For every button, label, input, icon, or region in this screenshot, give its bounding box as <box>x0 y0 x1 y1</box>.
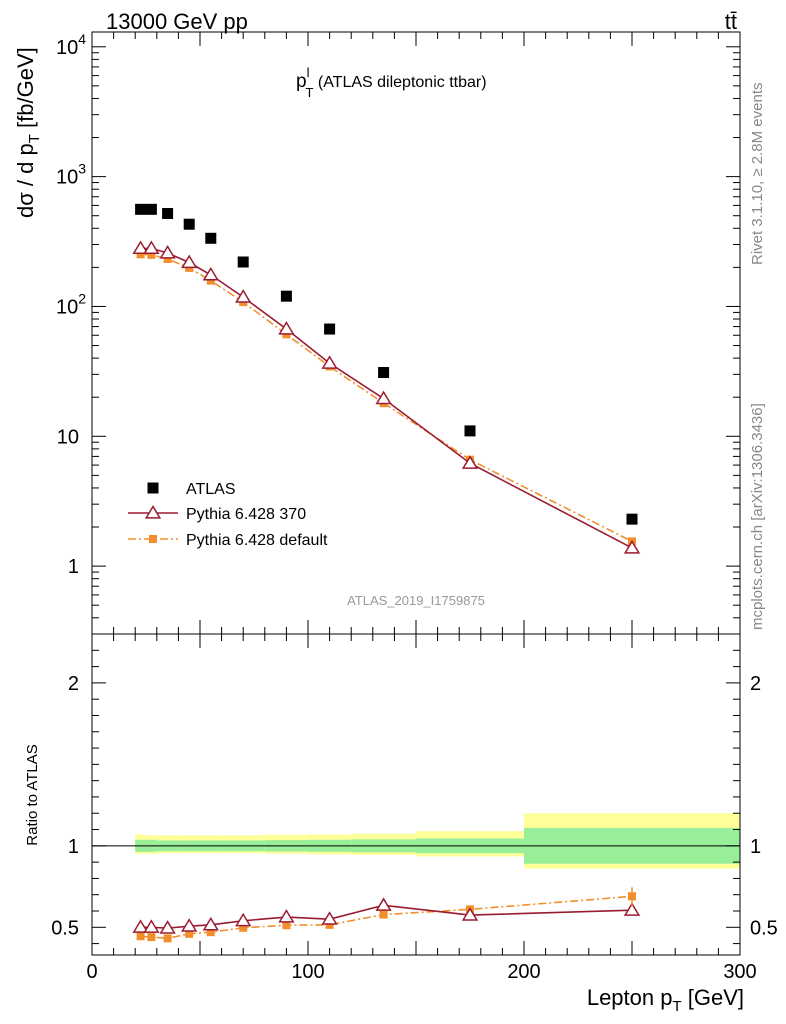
atlas-data-point <box>324 323 336 335</box>
legend-marker <box>149 535 157 543</box>
main-y-label-a: dσ / d p <box>13 143 38 218</box>
pythia-default-point <box>163 255 172 264</box>
pythia-370-point <box>132 240 149 255</box>
x-axis-label: Lepton pT [GeV] <box>587 985 744 1015</box>
ratio-y-axis-label: Ratio to ATLAS <box>24 744 41 845</box>
atlas-data-point <box>205 232 217 244</box>
ratio-pythia-default-point <box>239 923 248 932</box>
legend-marker <box>147 482 159 494</box>
main-y-tick-label: 10 <box>57 426 79 448</box>
pythia-370-point <box>235 289 252 303</box>
main-y-tick-label: 1 <box>68 556 79 578</box>
x-tick-label: 0 <box>86 961 97 983</box>
pythia-370-point <box>623 539 641 554</box>
ratio-x-tick-labels: 0 100 200 300 <box>86 961 756 983</box>
main-title-sup: l <box>307 65 310 80</box>
rivet-label: Rivet 3.1.10, ≥ 2.8M events <box>749 83 766 266</box>
ratio-pythia-370-point <box>623 902 641 916</box>
main-title-rest: (ATLAS dileptonic ttbar) <box>313 74 486 91</box>
ratio-pythia-370-point <box>321 911 338 925</box>
ratio-y-tick-label: 0.5 <box>51 917 79 939</box>
atlas-data-point <box>378 366 390 378</box>
ratio-pythia-370-point <box>202 916 219 931</box>
ratio-pythia-default-point <box>379 910 388 919</box>
ratio-y-tick-label-right: 0.5 <box>750 917 778 939</box>
legend-marker <box>144 505 162 519</box>
atlas-data-point <box>626 513 638 525</box>
main-plot-area <box>132 203 641 554</box>
ratio-pythia-370-point <box>132 919 149 933</box>
ratio-pythia-default-point <box>147 933 156 942</box>
legend-label: Pythia 6.428 default <box>186 532 328 549</box>
pythia-370-point <box>143 240 160 255</box>
atlas-data-point <box>135 203 147 215</box>
pythia-default-point <box>147 250 156 259</box>
ratio-y-tick-label-right: 1 <box>750 836 761 858</box>
ratio-y-tick-label: 1 <box>68 836 79 858</box>
x-tick-label: 300 <box>723 961 756 983</box>
ratio-pythia-370-point <box>181 918 198 932</box>
ratio-pythia-default-point <box>136 932 145 941</box>
pythia-370-point <box>461 455 479 469</box>
header-right: tt̄ <box>725 9 737 34</box>
ratio-pythia-370-point <box>143 919 160 933</box>
ratio-pythia-370-point <box>461 907 479 921</box>
main-title-sub: T <box>305 85 313 100</box>
ratio-pythia-370-point <box>235 912 252 927</box>
x-label-a: Lepton p <box>587 985 673 1010</box>
main-y-tick-labels: 1 10 102 103 104 <box>56 31 86 578</box>
main-y-label-rest: [fb/GeV] <box>13 47 38 134</box>
pythia-370-point <box>321 355 338 369</box>
x-label-sub: T <box>672 998 681 1015</box>
atlas-data-point <box>145 203 157 215</box>
atlas-data-point <box>162 207 174 219</box>
ratio-y-tick-label: 2 <box>68 673 79 695</box>
atlas-data-point <box>280 290 292 302</box>
x-tick-label: 200 <box>507 961 540 983</box>
ratio-pythia-default-point <box>185 929 194 938</box>
ratio-pythia-default-point <box>163 934 172 943</box>
legend: ATLAS Pythia 6.428 370 Pythia 6.428 defaul… <box>128 481 328 549</box>
ratio-pythia-370-point <box>159 920 176 934</box>
ratio-ticks <box>91 634 741 955</box>
x-label-rest: [GeV] <box>682 985 744 1010</box>
legend-label: Pythia 6.428 370 <box>186 506 306 523</box>
pythia-370-point <box>159 245 176 259</box>
ratio-pythia-default-point <box>325 920 334 929</box>
mcplots-label: mcplots.cern.ch [arXiv:1306.3436] <box>749 403 766 630</box>
ratio-panel: 0.5 0.5 1 1 2 2 0 100 200 300 Ratio to ATLAS Lep… <box>24 633 778 1015</box>
ratio-plot-area <box>92 813 740 943</box>
ratio-pythia-default-point <box>282 921 291 930</box>
pythia-370-point <box>181 254 198 269</box>
main-y-tick-label: 104 <box>56 31 86 59</box>
pythia-default-point <box>136 250 145 259</box>
pythia-370-point <box>202 266 219 281</box>
ratio-y-tick-label-right: 2 <box>750 673 761 695</box>
ratio-y-tick-labels: 0.5 0.5 1 1 2 2 <box>51 673 778 939</box>
main-title: pl T (ATLAS dileptonic ttbar) <box>296 65 487 100</box>
atlas-data-point <box>183 218 195 230</box>
pythia-370-point <box>375 390 392 405</box>
pythia-370-point <box>278 321 295 335</box>
x-tick-label: 100 <box>291 961 324 983</box>
main-title-p: p <box>296 71 307 92</box>
main-y-tick-label: 102 <box>56 290 86 318</box>
main-y-label-sub: T <box>26 134 43 143</box>
atlas-data-point <box>237 256 249 268</box>
atlas-data-point <box>464 425 476 437</box>
ratio-pythia-370-point <box>278 909 295 923</box>
ratio-frame <box>91 633 741 956</box>
main-ticks <box>91 32 741 635</box>
main-y-axis-label: dσ / d pT [fb/GeV] <box>13 47 43 218</box>
ratio-pythia-370-point <box>375 897 392 911</box>
analysis-label: ATLAS_2019_I1759875 <box>347 593 485 608</box>
header-left: 13000 GeV pp <box>106 9 248 34</box>
main-y-tick-label: 103 <box>56 161 86 189</box>
ratio-pythia-default-point <box>206 928 215 937</box>
legend-label: ATLAS <box>186 481 236 498</box>
pythia-default-point <box>206 276 215 285</box>
